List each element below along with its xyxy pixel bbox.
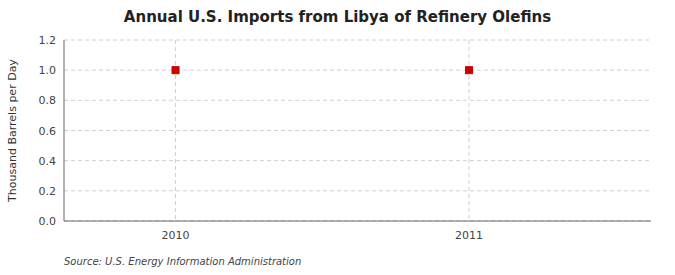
point [172, 67, 179, 74]
title: Annual U.S. Imports from Libya of Refine… [124, 8, 551, 26]
x-tick-label: 2011 [455, 229, 483, 242]
y-tick-label: 0.2 [39, 185, 57, 198]
chart-svg: Annual U.S. Imports from Libya of Refine… [0, 0, 675, 275]
points [172, 67, 473, 74]
x-tick-label: 2010 [162, 229, 190, 242]
grid [64, 40, 651, 221]
y-grid-line [64, 70, 651, 71]
y-tick-label: 0.8 [39, 94, 57, 107]
y-grid-line [64, 160, 651, 161]
y-grid-line [64, 40, 651, 41]
y-axis-line [64, 40, 65, 221]
y-grid-line [64, 190, 651, 191]
y-tick-label: 1.0 [39, 64, 57, 77]
y-tick-label: 0.6 [39, 125, 57, 138]
chart-container: Annual U.S. Imports from Libya of Refine… [0, 0, 675, 275]
y-grid-line [64, 100, 651, 101]
y-axis-label: Thousand Barrels per Day [6, 59, 19, 203]
y-tick-label: 0.0 [39, 215, 57, 228]
y-tick-label: 0.4 [39, 155, 57, 168]
y-tick-label: 1.2 [39, 34, 57, 47]
x-axis-line [64, 221, 651, 222]
y-grid-line [64, 130, 651, 131]
y-grid-line [64, 221, 651, 222]
source-note: Source: U.S. Energy Information Administ… [64, 256, 301, 267]
point [466, 67, 473, 74]
